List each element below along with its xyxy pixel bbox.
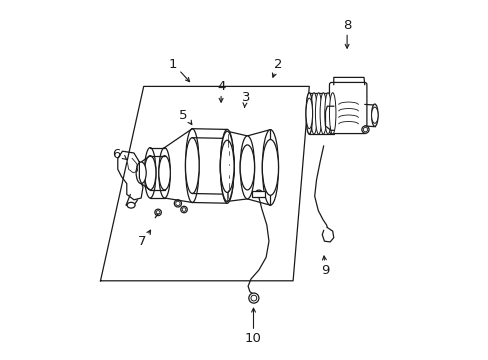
Text: 7: 7: [137, 235, 146, 248]
Ellipse shape: [220, 129, 234, 203]
Text: 6: 6: [112, 148, 121, 161]
Ellipse shape: [159, 156, 170, 190]
Circle shape: [255, 190, 262, 197]
Ellipse shape: [144, 148, 156, 198]
Circle shape: [363, 127, 367, 132]
Ellipse shape: [220, 138, 234, 194]
Text: 4: 4: [217, 80, 225, 93]
Ellipse shape: [262, 130, 278, 205]
Ellipse shape: [262, 139, 278, 195]
Ellipse shape: [185, 129, 199, 202]
Ellipse shape: [136, 162, 146, 184]
Ellipse shape: [371, 107, 377, 123]
Ellipse shape: [127, 202, 135, 208]
Ellipse shape: [320, 93, 326, 134]
FancyBboxPatch shape: [329, 82, 366, 134]
Ellipse shape: [220, 131, 234, 201]
Ellipse shape: [240, 145, 254, 190]
Ellipse shape: [240, 136, 254, 199]
Ellipse shape: [185, 138, 199, 194]
Ellipse shape: [305, 93, 312, 134]
Ellipse shape: [305, 98, 312, 129]
Text: 2: 2: [274, 58, 283, 71]
Text: 9: 9: [321, 264, 329, 276]
Ellipse shape: [305, 93, 312, 134]
Ellipse shape: [144, 156, 156, 190]
Ellipse shape: [159, 148, 170, 198]
Ellipse shape: [220, 140, 234, 192]
Text: 5: 5: [179, 109, 187, 122]
Text: 1: 1: [168, 58, 176, 71]
Circle shape: [248, 293, 258, 303]
Circle shape: [361, 126, 368, 133]
Text: 3: 3: [242, 91, 250, 104]
Ellipse shape: [324, 93, 330, 134]
Text: 10: 10: [244, 332, 262, 345]
Text: 8: 8: [342, 19, 350, 32]
Ellipse shape: [329, 93, 335, 134]
Ellipse shape: [371, 104, 377, 126]
Bar: [252, 191, 265, 197]
Circle shape: [250, 295, 256, 301]
Ellipse shape: [315, 93, 321, 134]
Ellipse shape: [310, 93, 317, 134]
